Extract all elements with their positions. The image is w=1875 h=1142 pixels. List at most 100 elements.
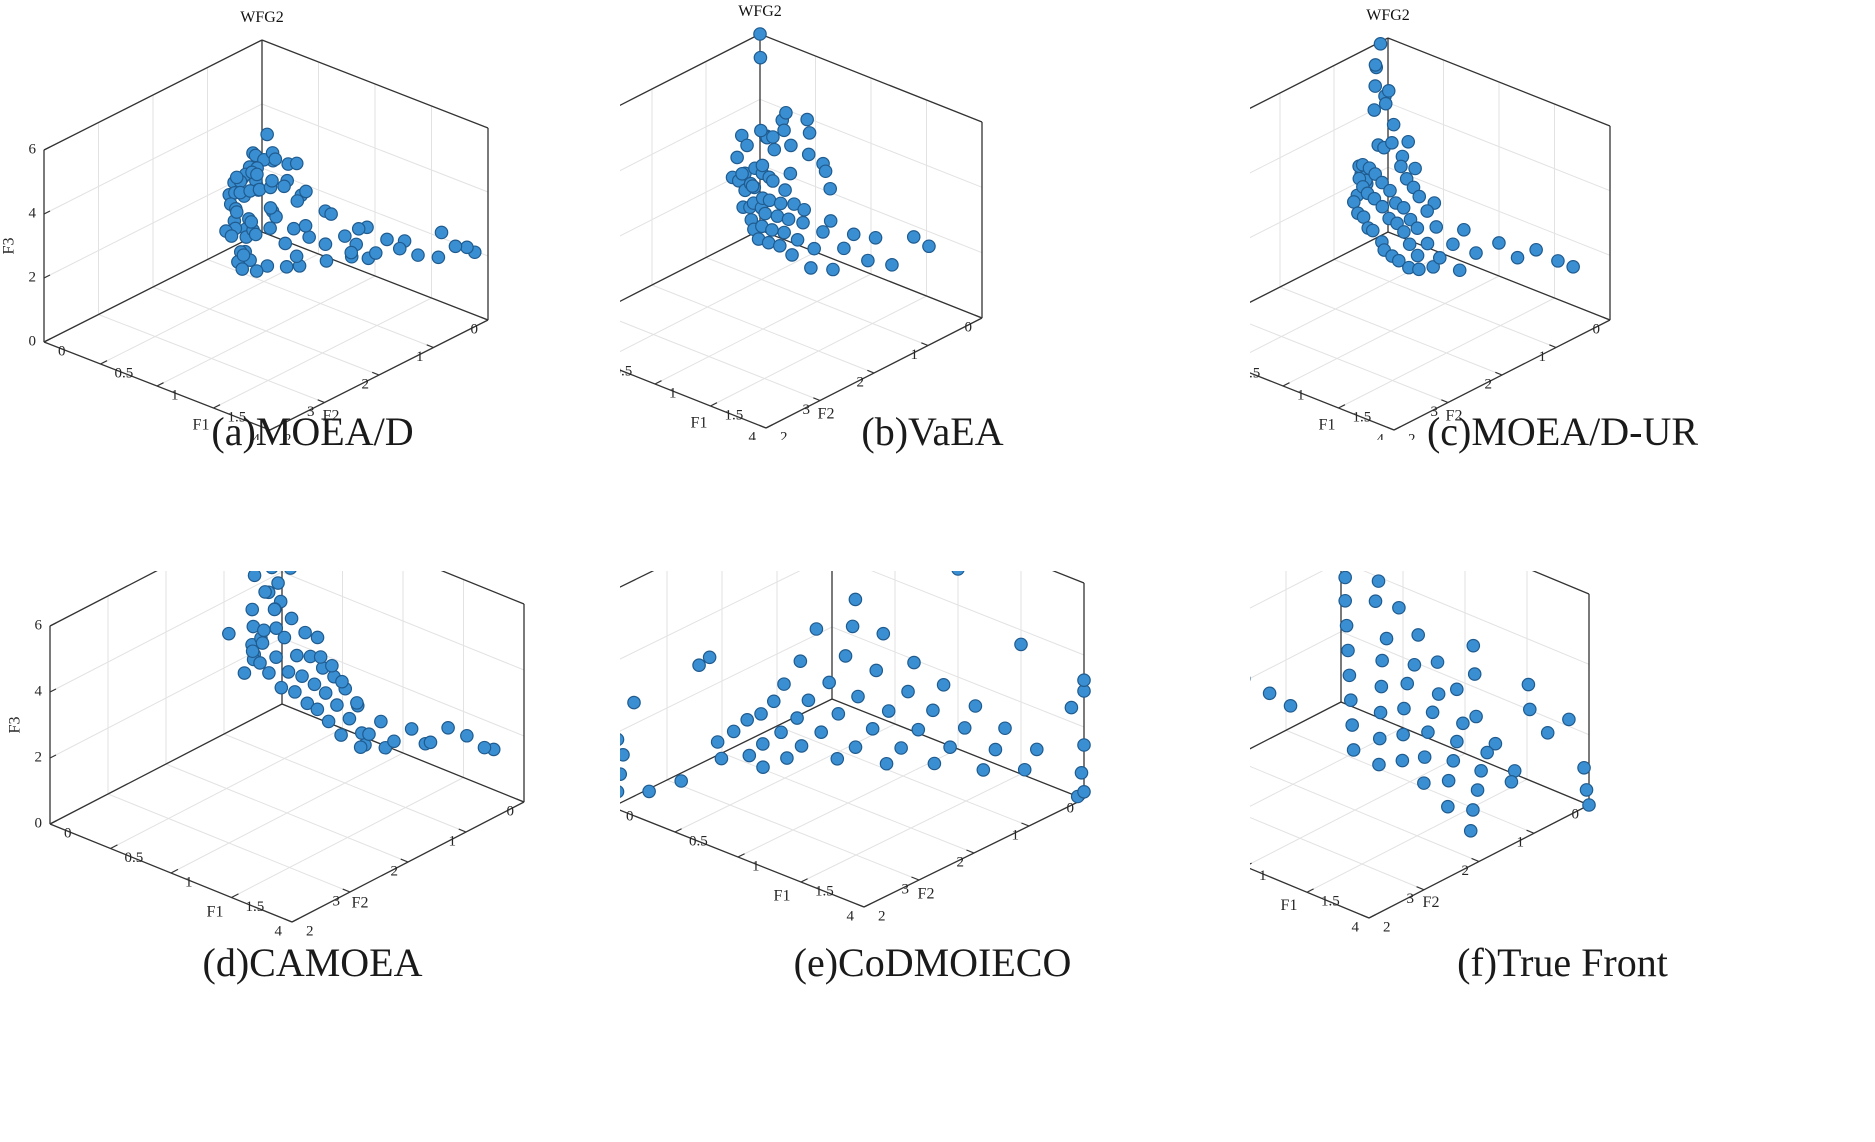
data-point bbox=[1077, 738, 1091, 752]
data-point bbox=[1338, 593, 1352, 608]
data-point bbox=[1383, 183, 1397, 198]
data-point bbox=[745, 179, 760, 193]
data-point bbox=[281, 665, 296, 679]
data-point bbox=[262, 666, 276, 680]
data-point bbox=[1582, 798, 1596, 812]
data-point bbox=[778, 183, 792, 197]
data-point bbox=[773, 239, 787, 253]
data-point bbox=[885, 258, 899, 272]
tick-label: 2 bbox=[306, 923, 314, 939]
data-point bbox=[773, 196, 788, 211]
data-point bbox=[1395, 753, 1410, 768]
tick-label: 1.5 bbox=[815, 883, 834, 899]
data-point bbox=[710, 735, 725, 749]
data-point bbox=[1372, 757, 1386, 772]
data-point bbox=[1341, 643, 1355, 658]
data-point bbox=[879, 756, 894, 771]
tick-mark bbox=[813, 397, 821, 402]
data-point bbox=[1446, 754, 1461, 768]
data-point bbox=[1450, 682, 1464, 697]
data-point bbox=[620, 733, 625, 746]
data-point bbox=[318, 237, 333, 252]
data-point bbox=[289, 156, 304, 171]
tick-label: 3 bbox=[1407, 891, 1415, 907]
x-axis-label: F1 bbox=[691, 415, 708, 432]
data-point bbox=[1339, 618, 1354, 633]
data-point bbox=[1492, 236, 1506, 250]
data-point bbox=[968, 699, 983, 713]
grid-line bbox=[281, 571, 525, 671]
data-point bbox=[1466, 803, 1480, 817]
data-point bbox=[830, 752, 845, 766]
tick-label: 2 bbox=[857, 374, 865, 390]
data-point bbox=[1469, 246, 1483, 260]
data-point bbox=[1470, 783, 1485, 797]
tick-label: 0.5 bbox=[1250, 365, 1260, 381]
tick-mark bbox=[43, 146, 51, 151]
data-point bbox=[730, 150, 744, 165]
data-point bbox=[460, 728, 474, 743]
axis-frame-edge bbox=[261, 231, 489, 321]
data-point bbox=[756, 760, 770, 774]
tick-mark bbox=[759, 424, 767, 429]
data-point bbox=[802, 126, 817, 140]
data-point bbox=[770, 209, 785, 223]
tick-label: 3 bbox=[902, 881, 910, 897]
data-point bbox=[1392, 253, 1406, 268]
grid-line bbox=[870, 571, 1085, 656]
axis-frame-edge bbox=[49, 703, 283, 825]
data-point bbox=[797, 202, 812, 217]
grid-line bbox=[776, 725, 1030, 827]
data-point bbox=[1368, 594, 1383, 609]
data-point bbox=[674, 774, 688, 788]
data-point bbox=[766, 174, 780, 188]
grid-line bbox=[1250, 166, 1389, 239]
data-point bbox=[702, 650, 717, 665]
grid-line bbox=[1333, 259, 1557, 348]
z-axis-label: F3 bbox=[1, 238, 18, 255]
grid-line bbox=[1250, 571, 1341, 604]
tick-mark bbox=[400, 858, 409, 863]
data-point bbox=[758, 206, 772, 221]
data-point bbox=[642, 784, 656, 799]
data-point bbox=[726, 724, 741, 739]
data-point bbox=[1074, 766, 1089, 780]
data-point bbox=[224, 229, 239, 243]
tick-mark bbox=[43, 338, 51, 343]
axis-frame-edge bbox=[759, 33, 983, 123]
data-point bbox=[762, 193, 777, 208]
data-point bbox=[392, 241, 407, 256]
data-point bbox=[809, 622, 824, 636]
data-point bbox=[289, 648, 304, 663]
tick-label: 3 bbox=[803, 402, 811, 418]
data-point bbox=[1457, 222, 1471, 237]
data-point bbox=[307, 677, 322, 692]
data-point bbox=[1450, 734, 1464, 749]
chart-title: WFG2 bbox=[738, 3, 782, 20]
data-point bbox=[1262, 686, 1277, 701]
y-axis-label: F2 bbox=[1423, 894, 1440, 911]
data-point bbox=[1521, 677, 1536, 692]
data-point bbox=[441, 721, 455, 735]
data-point bbox=[845, 619, 860, 634]
data-point bbox=[335, 674, 349, 689]
data-point bbox=[851, 689, 865, 704]
data-point bbox=[1392, 600, 1406, 615]
data-point bbox=[1394, 159, 1408, 174]
grid-line bbox=[261, 103, 489, 193]
data-point bbox=[1064, 700, 1079, 715]
data-point bbox=[1408, 161, 1422, 176]
data-point bbox=[351, 221, 366, 236]
grid-line bbox=[1250, 816, 1425, 891]
grid-line bbox=[1387, 166, 1611, 256]
tick-mark bbox=[1495, 371, 1503, 376]
data-point bbox=[288, 685, 302, 699]
data-point bbox=[787, 197, 801, 211]
tick-mark bbox=[1306, 888, 1314, 893]
grid-line bbox=[759, 164, 983, 254]
grid-line bbox=[223, 733, 467, 833]
tick-mark bbox=[49, 820, 57, 825]
tick-label: 1 bbox=[1012, 827, 1020, 843]
